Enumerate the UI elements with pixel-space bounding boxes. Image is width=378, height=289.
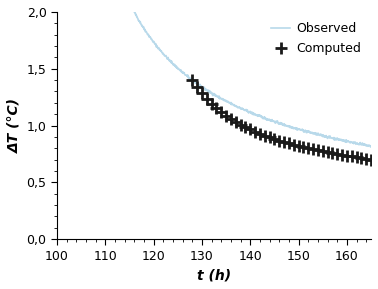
Computed (204, 97, 209, 101)
Computed (340, 153, 344, 157)
Computed (369, 158, 373, 161)
Computed (209, 102, 214, 106)
Computed (301, 145, 306, 149)
Observed (277, 122, 282, 126)
Observed (369, 145, 374, 149)
Computed (306, 147, 310, 150)
Computed (296, 144, 301, 148)
Observed (271, 119, 276, 123)
Computed (267, 136, 272, 139)
Computed (311, 147, 315, 151)
Computed (253, 130, 257, 134)
Computed (349, 155, 354, 158)
Computed (335, 152, 339, 156)
Line: Observed: Observed (134, 12, 373, 147)
Computed (229, 118, 233, 121)
Computed (345, 154, 349, 157)
Observed (313, 133, 318, 136)
Computed (364, 157, 369, 160)
Observed (132, 10, 136, 13)
Computed (238, 123, 243, 127)
X-axis label: t (h): t (h) (197, 268, 231, 282)
Computed (325, 151, 330, 154)
Computed (272, 137, 277, 141)
Computed (262, 134, 267, 138)
Computed (214, 107, 218, 110)
Legend: Observed, Computed: Observed, Computed (267, 18, 365, 59)
Computed (224, 114, 228, 118)
Computed (248, 128, 253, 131)
Observed (284, 124, 289, 128)
Observed (338, 138, 342, 141)
Computed (287, 142, 291, 145)
Computed (291, 143, 296, 146)
Computed (258, 132, 262, 136)
Computed (330, 151, 335, 155)
Observed (147, 35, 151, 38)
Computed (200, 91, 204, 95)
Computed (282, 140, 286, 144)
Computed (234, 121, 238, 124)
Computed (243, 125, 248, 129)
Computed (277, 139, 282, 142)
Observed (371, 145, 376, 148)
Computed (219, 111, 223, 114)
Computed (195, 85, 199, 89)
Computed (190, 78, 195, 81)
Computed (321, 150, 325, 153)
Computed (316, 149, 320, 152)
Computed (354, 155, 359, 159)
Y-axis label: ΔT (°C): ΔT (°C) (7, 98, 21, 153)
Line: Computed: Computed (186, 73, 377, 166)
Computed (359, 156, 364, 160)
